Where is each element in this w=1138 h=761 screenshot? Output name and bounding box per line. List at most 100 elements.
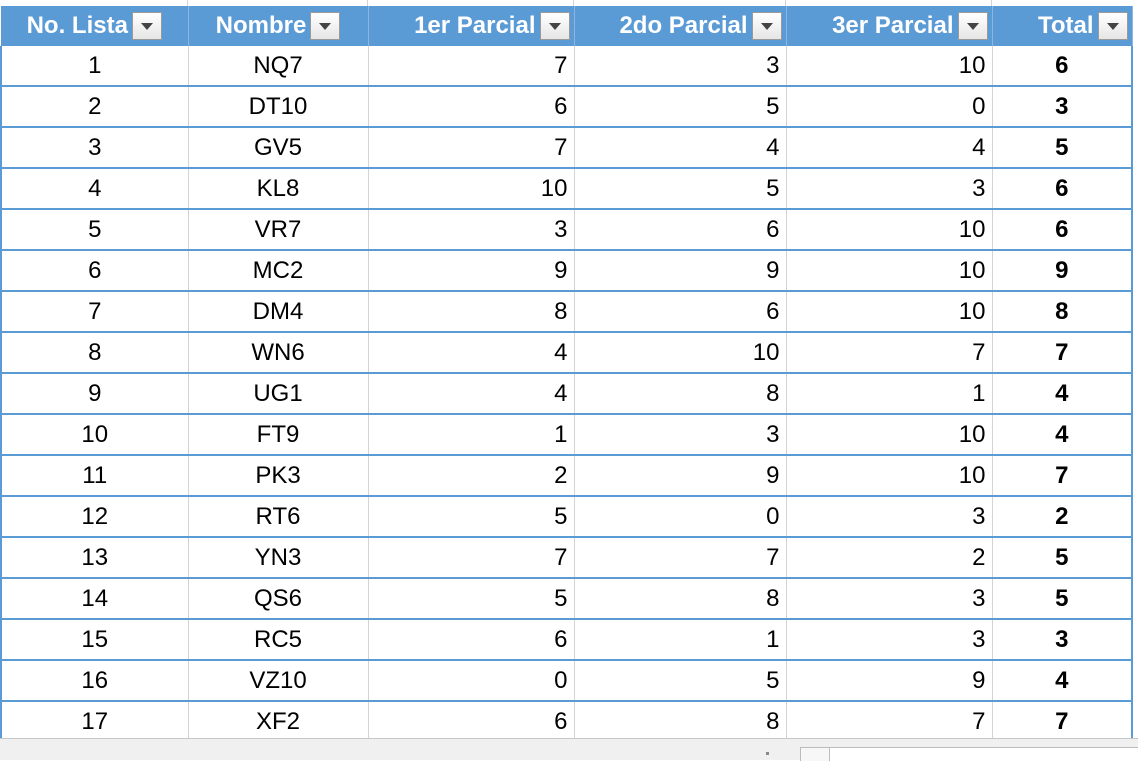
cell-3er-parcial[interactable]: 10	[786, 414, 993, 456]
cell-2do-parcial[interactable]: 1	[574, 619, 787, 661]
cell-nombre[interactable]: RC5	[188, 619, 369, 661]
filter-dropdown-button[interactable]	[131, 12, 162, 40]
cell-no-lista[interactable]: 11	[0, 455, 189, 497]
cell-no-lista[interactable]: 13	[0, 537, 189, 579]
cell-2do-parcial[interactable]: 9	[574, 455, 787, 497]
filter-dropdown-button[interactable]	[751, 12, 782, 40]
cell-nombre[interactable]: WN6	[188, 332, 369, 374]
cell-nombre[interactable]: DT10	[188, 86, 369, 128]
cell-1er-parcial[interactable]: 8	[368, 291, 575, 333]
cell-total[interactable]: 3	[992, 619, 1133, 661]
cell-2do-parcial[interactable]: 5	[574, 86, 787, 128]
cell-nombre[interactable]: PK3	[188, 455, 369, 497]
cell-3er-parcial[interactable]: 7	[786, 332, 993, 374]
cell-1er-parcial[interactable]: 5	[368, 578, 575, 620]
cell-nombre[interactable]: YN3	[188, 537, 369, 579]
cell-total[interactable]: 5	[992, 537, 1133, 579]
filter-dropdown-button[interactable]	[1097, 12, 1128, 40]
column-header-1er-parcial[interactable]: 1er Parcial	[368, 6, 575, 46]
cell-no-lista[interactable]: 1	[0, 46, 189, 87]
cell-3er-parcial[interactable]: 7	[786, 701, 993, 738]
column-header-2do-parcial[interactable]: 2do Parcial	[574, 6, 787, 46]
cell-2do-parcial[interactable]: 3	[574, 414, 787, 456]
cell-1er-parcial[interactable]: 5	[368, 496, 575, 538]
cell-3er-parcial[interactable]: 10	[786, 291, 993, 333]
cell-total[interactable]: 7	[992, 332, 1133, 374]
cell-nombre[interactable]: RT6	[188, 496, 369, 538]
tab-split-handle[interactable]	[766, 752, 769, 755]
cell-no-lista[interactable]: 16	[0, 660, 189, 702]
cell-no-lista[interactable]: 7	[0, 291, 189, 333]
cell-3er-parcial[interactable]: 10	[786, 455, 993, 497]
cell-2do-parcial[interactable]: 7	[574, 537, 787, 579]
cell-total[interactable]: 7	[992, 701, 1133, 738]
cell-no-lista[interactable]: 2	[0, 86, 189, 128]
column-header-total[interactable]: Total	[992, 6, 1133, 46]
cell-nombre[interactable]: GV5	[188, 127, 369, 169]
cell-no-lista[interactable]: 8	[0, 332, 189, 374]
cell-3er-parcial[interactable]: 3	[786, 578, 993, 620]
cell-3er-parcial[interactable]: 0	[786, 86, 993, 128]
cell-nombre[interactable]: VR7	[188, 209, 369, 251]
cell-2do-parcial[interactable]: 6	[574, 291, 787, 333]
cell-no-lista[interactable]: 9	[0, 373, 189, 415]
cell-3er-parcial[interactable]: 2	[786, 537, 993, 579]
cell-total[interactable]: 2	[992, 496, 1133, 538]
cell-no-lista[interactable]: 5	[0, 209, 189, 251]
cell-no-lista[interactable]: 15	[0, 619, 189, 661]
cell-total[interactable]: 9	[992, 250, 1133, 292]
cell-1er-parcial[interactable]: 7	[368, 537, 575, 579]
cell-nombre[interactable]: NQ7	[188, 46, 369, 87]
horizontal-scrollbar[interactable]	[830, 747, 1138, 761]
cell-nombre[interactable]: VZ10	[188, 660, 369, 702]
cell-3er-parcial[interactable]: 10	[786, 250, 993, 292]
cell-2do-parcial[interactable]: 5	[574, 660, 787, 702]
cell-3er-parcial[interactable]: 1	[786, 373, 993, 415]
cell-nombre[interactable]: XF2	[188, 701, 369, 738]
cell-2do-parcial[interactable]: 9	[574, 250, 787, 292]
cell-no-lista[interactable]: 4	[0, 168, 189, 210]
column-header-3er-parcial[interactable]: 3er Parcial	[786, 6, 993, 46]
column-header-nombre[interactable]: Nombre	[188, 6, 369, 46]
cell-2do-parcial[interactable]: 8	[574, 373, 787, 415]
cell-1er-parcial[interactable]: 4	[368, 373, 575, 415]
cell-total[interactable]: 5	[992, 578, 1133, 620]
filter-dropdown-button[interactable]	[539, 12, 570, 40]
cell-no-lista[interactable]: 17	[0, 701, 189, 738]
cell-1er-parcial[interactable]: 6	[368, 619, 575, 661]
scroll-left-button[interactable]	[800, 747, 830, 761]
cell-3er-parcial[interactable]: 10	[786, 46, 993, 87]
cell-3er-parcial[interactable]: 10	[786, 209, 993, 251]
cell-2do-parcial[interactable]: 5	[574, 168, 787, 210]
cell-total[interactable]: 6	[992, 46, 1133, 87]
cell-3er-parcial[interactable]: 3	[786, 168, 993, 210]
cell-1er-parcial[interactable]: 6	[368, 701, 575, 738]
cell-no-lista[interactable]: 14	[0, 578, 189, 620]
cell-nombre[interactable]: QS6	[188, 578, 369, 620]
cell-1er-parcial[interactable]: 4	[368, 332, 575, 374]
cell-1er-parcial[interactable]: 10	[368, 168, 575, 210]
column-header-no-lista[interactable]: No. Lista	[1, 6, 189, 46]
cell-1er-parcial[interactable]: 1	[368, 414, 575, 456]
cell-3er-parcial[interactable]: 4	[786, 127, 993, 169]
cell-total[interactable]: 7	[992, 455, 1133, 497]
cell-1er-parcial[interactable]: 6	[368, 86, 575, 128]
cell-2do-parcial[interactable]: 0	[574, 496, 787, 538]
cell-1er-parcial[interactable]: 3	[368, 209, 575, 251]
cell-1er-parcial[interactable]: 9	[368, 250, 575, 292]
cell-no-lista[interactable]: 3	[0, 127, 189, 169]
cell-nombre[interactable]: UG1	[188, 373, 369, 415]
cell-nombre[interactable]: DM4	[188, 291, 369, 333]
cell-2do-parcial[interactable]: 4	[574, 127, 787, 169]
cell-total[interactable]: 4	[992, 373, 1133, 415]
filter-dropdown-button[interactable]	[310, 12, 341, 40]
cell-2do-parcial[interactable]: 3	[574, 46, 787, 87]
cell-2do-parcial[interactable]: 8	[574, 578, 787, 620]
cell-1er-parcial[interactable]: 7	[368, 46, 575, 87]
cell-no-lista[interactable]: 6	[0, 250, 189, 292]
cell-no-lista[interactable]: 12	[0, 496, 189, 538]
cell-total[interactable]: 6	[992, 209, 1133, 251]
cell-no-lista[interactable]: 10	[0, 414, 189, 456]
cell-3er-parcial[interactable]: 3	[786, 619, 993, 661]
cell-total[interactable]: 3	[992, 86, 1133, 128]
